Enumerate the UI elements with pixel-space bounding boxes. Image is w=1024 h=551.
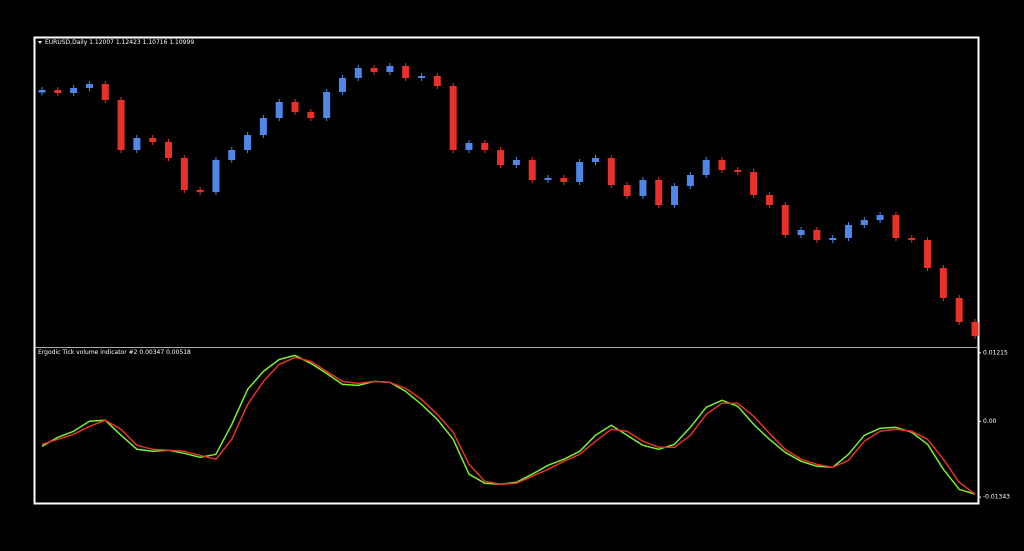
candle-body bbox=[765, 195, 773, 205]
candle-body bbox=[117, 100, 125, 150]
candle-body bbox=[465, 143, 473, 150]
collapse-icon[interactable] bbox=[38, 41, 42, 44]
candle-body bbox=[639, 180, 647, 196]
candle-body bbox=[813, 230, 821, 240]
candle-body bbox=[528, 160, 536, 180]
candle-body bbox=[307, 112, 315, 118]
y-tick-label: -0.01343 bbox=[983, 494, 1010, 501]
candle-body bbox=[671, 186, 679, 205]
candle-body bbox=[655, 180, 663, 205]
indicator-title: Ergodic Tick volume indicator #2 0.00347… bbox=[38, 349, 191, 356]
candle-body bbox=[924, 240, 932, 268]
indicator-line bbox=[41, 356, 976, 495]
candle-body bbox=[180, 158, 188, 190]
candle-body bbox=[54, 90, 62, 93]
candle-body bbox=[291, 102, 299, 112]
candle-body bbox=[386, 66, 394, 72]
candle-body bbox=[354, 68, 362, 78]
candle-body bbox=[244, 135, 252, 150]
candle-body bbox=[686, 175, 694, 186]
candle-body bbox=[623, 185, 631, 196]
candle-body bbox=[591, 158, 599, 162]
candle-body bbox=[149, 138, 157, 142]
candle-body bbox=[781, 205, 789, 235]
candle-body bbox=[70, 88, 78, 93]
chart-frame bbox=[33, 36, 980, 505]
candle-body bbox=[275, 102, 283, 118]
candle-body bbox=[892, 215, 900, 238]
candle-body bbox=[481, 143, 489, 150]
candle-body bbox=[908, 238, 916, 240]
candle-body bbox=[544, 178, 552, 180]
candle-body bbox=[955, 298, 963, 322]
candle-body bbox=[860, 220, 868, 225]
candle-body bbox=[338, 78, 346, 92]
y-tick-label: 0.00 bbox=[983, 418, 997, 425]
candle-body bbox=[734, 170, 742, 172]
candle-body bbox=[607, 158, 615, 185]
candle-body bbox=[433, 76, 441, 86]
candle-body bbox=[576, 162, 584, 182]
candle-body bbox=[449, 86, 457, 150]
candle-body bbox=[797, 230, 805, 235]
candle-body bbox=[101, 84, 109, 100]
candle-body bbox=[560, 178, 568, 182]
candle-body bbox=[85, 84, 93, 88]
candle-body bbox=[718, 160, 726, 170]
price-title: EURUSD,Daily 1.12007 1.12423 1.10716 1.1… bbox=[45, 39, 194, 46]
candle-body bbox=[323, 92, 331, 118]
candle-body bbox=[829, 238, 837, 240]
candle-body bbox=[418, 76, 426, 78]
candle-body bbox=[844, 225, 852, 238]
candle-body bbox=[38, 90, 46, 93]
candle-body bbox=[939, 268, 947, 298]
candle-body bbox=[402, 66, 410, 78]
candle-body bbox=[750, 172, 758, 195]
candle-body bbox=[876, 215, 884, 220]
candle-body bbox=[512, 160, 520, 165]
y-tick-label: 0.01215 bbox=[983, 349, 1008, 356]
candle-body bbox=[165, 142, 173, 158]
candle-body bbox=[497, 150, 505, 165]
candle-body bbox=[370, 68, 378, 72]
candle-body bbox=[702, 160, 710, 175]
candle-body bbox=[212, 160, 220, 192]
candle-body bbox=[133, 138, 141, 150]
candle-body bbox=[971, 322, 979, 336]
candle-body bbox=[228, 150, 236, 160]
candle-body bbox=[259, 118, 267, 135]
candle-body bbox=[196, 190, 204, 192]
